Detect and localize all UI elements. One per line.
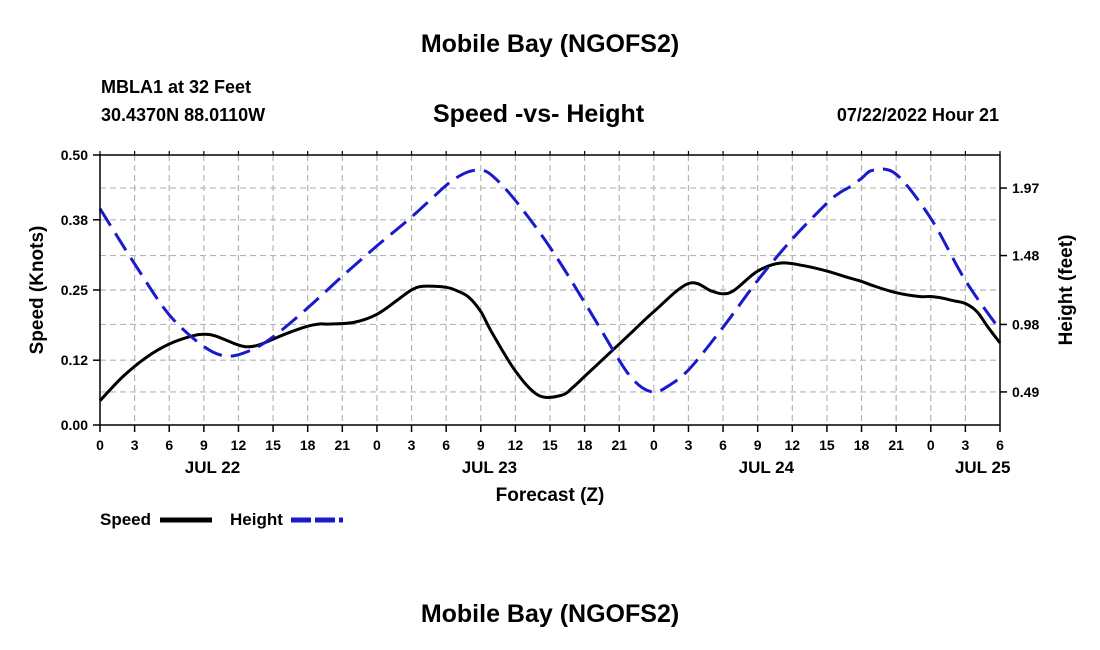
legend-label-height: Height xyxy=(230,510,283,529)
x-tick-label: 12 xyxy=(231,437,247,453)
y2-axis-title: Height (feet) xyxy=(1056,235,1077,346)
x-tick-label: 0 xyxy=(927,437,935,453)
y-axis-title: Speed (Knots) xyxy=(27,226,48,355)
legend-label-speed: Speed xyxy=(100,510,151,529)
height-series-line xyxy=(98,167,1002,394)
x-tick-label: 3 xyxy=(685,437,693,453)
x-tick-label: 18 xyxy=(577,437,593,453)
x-tick-label: 0 xyxy=(650,437,658,453)
x-tick-label: 15 xyxy=(819,437,835,453)
station-label: MBLA1 at 32 Feet xyxy=(101,77,252,97)
x-tick-label: 9 xyxy=(754,437,762,453)
date-label: JUL 24 xyxy=(739,458,795,477)
y-tick-label: 0.50 xyxy=(61,147,88,163)
x-tick-label: 3 xyxy=(131,437,139,453)
y2-tick-label: 1.48 xyxy=(1012,248,1039,264)
x-axis-title: Forecast (Z) xyxy=(496,485,605,506)
y2-tick-label: 0.49 xyxy=(1012,384,1039,400)
x-tick-label: 18 xyxy=(300,437,316,453)
y-tick-label: 0.38 xyxy=(61,212,88,228)
chart-subtitle: Speed -vs- Height xyxy=(433,100,645,128)
x-tick-label: 6 xyxy=(719,437,727,453)
x-tick-label: 21 xyxy=(888,437,904,453)
y2-tick-label: 1.97 xyxy=(1012,180,1039,196)
chart-ticks xyxy=(93,151,1007,432)
station-coordinates: 30.4370N 88.0110W xyxy=(101,105,266,125)
forecast-datetime: 07/22/2022 Hour 21 xyxy=(836,105,999,125)
x-tick-label: 3 xyxy=(961,437,969,453)
chart-title: Mobile Bay (NGOFS2) xyxy=(420,30,680,58)
date-label: JUL 22 xyxy=(185,458,240,477)
bottom-title: Mobile Bay (NGOFS2) xyxy=(420,600,680,628)
x-tick-label: 12 xyxy=(785,437,801,453)
x-tick-label: 15 xyxy=(542,437,558,453)
x-tick-label: 0 xyxy=(96,437,104,453)
y2-tick-label: 0.98 xyxy=(1012,316,1039,332)
chart-legend: Speed Height xyxy=(100,510,343,529)
x-tick-label: 6 xyxy=(165,437,173,453)
y-tick-label: 0.00 xyxy=(61,417,88,433)
x-tick-label: 15 xyxy=(265,437,281,453)
x-tick-label: 6 xyxy=(996,437,1004,453)
x-tick-label: 18 xyxy=(854,437,870,453)
chart-labels: 0 3 6 9 12 15 18 21 0 3 6 9 12 15 18 21 0 3 6 9 12 15 18 21 0 3 6 0… xyxy=(61,147,1040,477)
y-tick-label: 0.12 xyxy=(61,352,88,368)
chart-grid xyxy=(100,155,1000,425)
x-tick-label: 21 xyxy=(611,437,627,453)
speed-series-line xyxy=(98,261,1002,402)
chart-series xyxy=(98,167,1002,402)
x-tick-label: 9 xyxy=(200,437,208,453)
x-tick-label: 12 xyxy=(508,437,524,453)
date-label: JUL 23 xyxy=(462,458,517,477)
x-tick-label: 21 xyxy=(335,437,351,453)
x-tick-label: 3 xyxy=(408,437,416,453)
date-label: JUL 25 xyxy=(955,458,1010,477)
x-tick-label: 9 xyxy=(477,437,485,453)
y-tick-label: 0.25 xyxy=(61,282,88,298)
x-tick-label: 0 xyxy=(373,437,381,453)
x-tick-label: 6 xyxy=(442,437,450,453)
